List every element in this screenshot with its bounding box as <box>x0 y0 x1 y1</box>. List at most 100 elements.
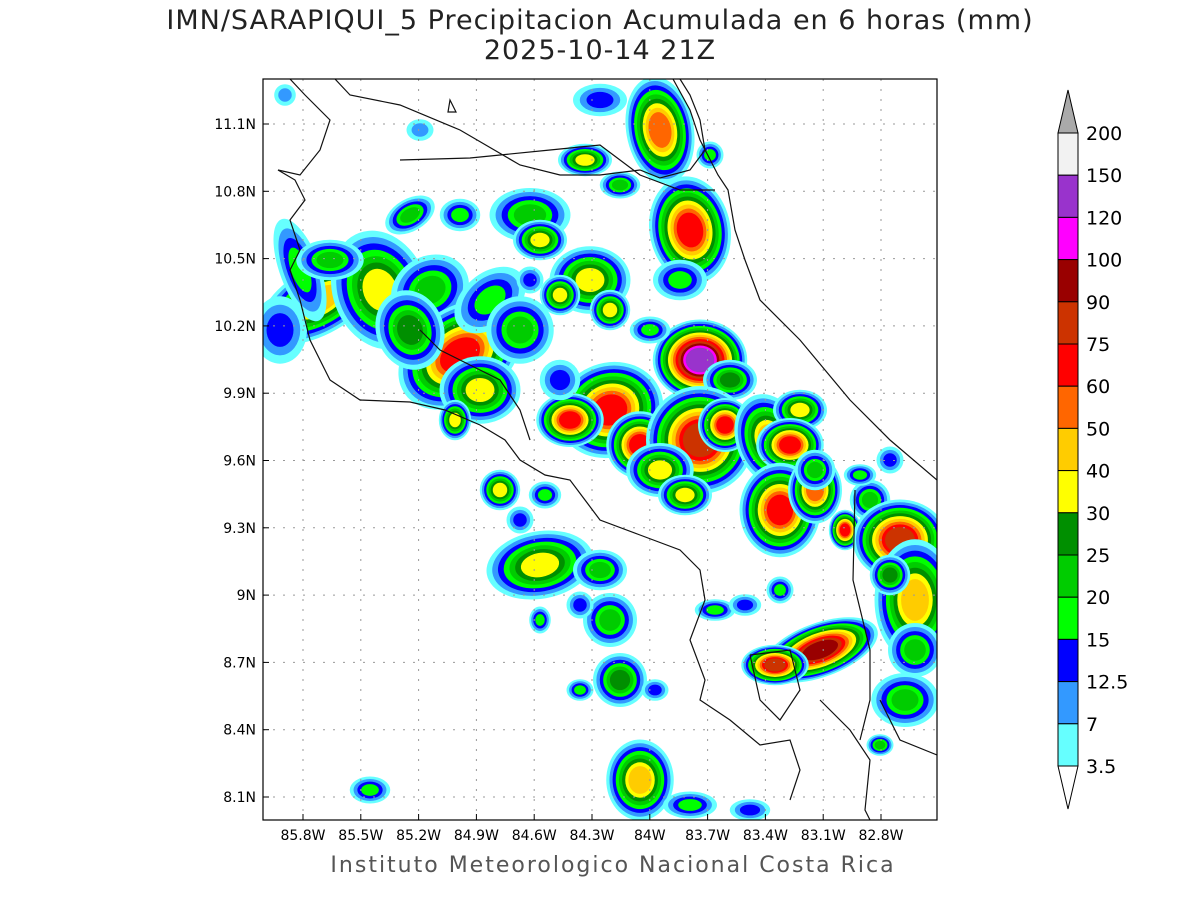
precip-contour <box>411 123 429 137</box>
nicaragua-costa-rica-border <box>399 144 715 191</box>
precip-contour <box>883 453 897 467</box>
colorbar-box <box>1057 638 1079 683</box>
precip-contour <box>719 372 741 388</box>
lon-tick-label: 83.7W <box>685 828 730 844</box>
precip-contour <box>506 316 534 344</box>
precip-contour <box>575 154 595 166</box>
precipitation-field <box>263 79 937 820</box>
precip-contour <box>266 313 294 347</box>
precip-contour <box>602 302 618 318</box>
colorbar-box <box>1057 512 1079 556</box>
lat-tick-label: 8.4N <box>223 723 256 739</box>
precip-contour <box>589 561 611 579</box>
precip-contour <box>774 584 786 596</box>
colorbar-label: 120 <box>1086 207 1122 229</box>
lon-tick-label: 85.8W <box>280 828 325 844</box>
precip-contour <box>609 669 631 691</box>
colorbar-label: 150 <box>1086 165 1122 187</box>
precip-contour <box>706 605 724 615</box>
precip-contour <box>449 412 461 428</box>
colorbar-label: 3.5 <box>1086 756 1116 778</box>
precip-contour <box>882 567 898 583</box>
precip-contour <box>668 271 692 289</box>
map-frame <box>262 78 938 821</box>
precip-contour <box>628 766 652 794</box>
precip-contour <box>552 287 568 303</box>
colorbar-label: 25 <box>1086 545 1110 567</box>
lon-tick-label: 83.4W <box>743 828 788 844</box>
map-subtitle: 2025-10-14 21Z <box>483 35 717 66</box>
precip-contour <box>891 689 919 711</box>
lat-tick-label: 9.3N <box>223 521 256 537</box>
precip-contour <box>801 639 839 661</box>
precip-contour <box>901 579 929 621</box>
precip-contour <box>599 609 621 631</box>
osa-peninsula <box>749 649 801 721</box>
pacific-coast <box>277 169 801 801</box>
colorbar-label: 100 <box>1086 250 1122 272</box>
lat-tick-label: 9.9N <box>223 386 256 402</box>
colorbar-box <box>1057 681 1079 725</box>
precip-contour <box>574 685 586 695</box>
precip-contour <box>736 599 754 611</box>
axes: 85.8W 85.5W 85.2W 84.9W 84.6W 84.3W 84W 83.7W 83… <box>214 117 903 844</box>
colorbar-box <box>1057 132 1079 176</box>
precip-contour <box>861 491 879 509</box>
colorbar-box <box>1057 427 1079 472</box>
colorbar-box <box>1057 596 1079 640</box>
precip-contour <box>513 513 527 527</box>
precip-contour <box>790 402 810 418</box>
panama-coast <box>819 699 871 820</box>
coastlines <box>277 79 937 820</box>
lat-tick-label: 10.8N <box>214 184 256 200</box>
colorbar-label: 40 <box>1086 461 1110 483</box>
precip-contour <box>806 461 824 479</box>
lon-tick-label: 85.2W <box>396 828 441 844</box>
precip-contour <box>764 658 786 672</box>
panama-border <box>852 489 871 741</box>
colorbar-box <box>1057 216 1079 261</box>
lat-tick-label: 10.2N <box>214 319 256 335</box>
precip-contour <box>766 494 794 526</box>
colorbar-box <box>1057 554 1079 598</box>
lon-tick-label: 84.3W <box>569 828 614 844</box>
precip-contour <box>451 207 469 223</box>
lon-tick-label: 84.9W <box>454 828 499 844</box>
precip-contour <box>676 212 704 248</box>
precip-contour <box>361 784 379 796</box>
caribbean-coast <box>672 79 937 481</box>
precip-contour <box>675 487 695 503</box>
colorbar-box <box>1057 174 1079 218</box>
precip-contour <box>537 489 553 501</box>
grid-lines <box>263 79 937 820</box>
nicaragua-border <box>277 79 331 176</box>
colorbar-box <box>1057 343 1079 387</box>
lon-tick-label: 83.1W <box>801 828 846 844</box>
precip-contour <box>278 88 292 102</box>
colorbar-label: 20 <box>1086 587 1110 609</box>
lat-tick-label: 9N <box>237 588 256 604</box>
precip-contour <box>492 482 508 498</box>
precip-contour <box>716 416 734 434</box>
lat-tick-label: 10.5N <box>214 252 256 268</box>
precip-contour <box>465 377 495 403</box>
precip-contour <box>739 804 761 816</box>
lon-tick-label: 84.6W <box>512 828 557 844</box>
colorbar-label: 75 <box>1086 334 1110 356</box>
colorbar-box <box>1057 301 1079 345</box>
precip-contour <box>685 347 715 373</box>
precip-contour <box>678 799 702 811</box>
precip-contour <box>530 232 550 248</box>
lat-tick-label: 8.1N <box>223 790 256 806</box>
precip-contour <box>611 179 629 191</box>
nicoya-gulf <box>419 329 531 441</box>
lon-tick-label: 85.5W <box>338 828 383 844</box>
colorbar-box <box>1057 723 1079 767</box>
colorbar-label: 60 <box>1086 376 1110 398</box>
colorbar-label: 50 <box>1086 418 1110 440</box>
precip-contour <box>316 251 344 269</box>
precip-contour <box>647 460 673 480</box>
colorbar-label: 7 <box>1086 714 1098 736</box>
colorbar-box <box>1057 385 1079 429</box>
